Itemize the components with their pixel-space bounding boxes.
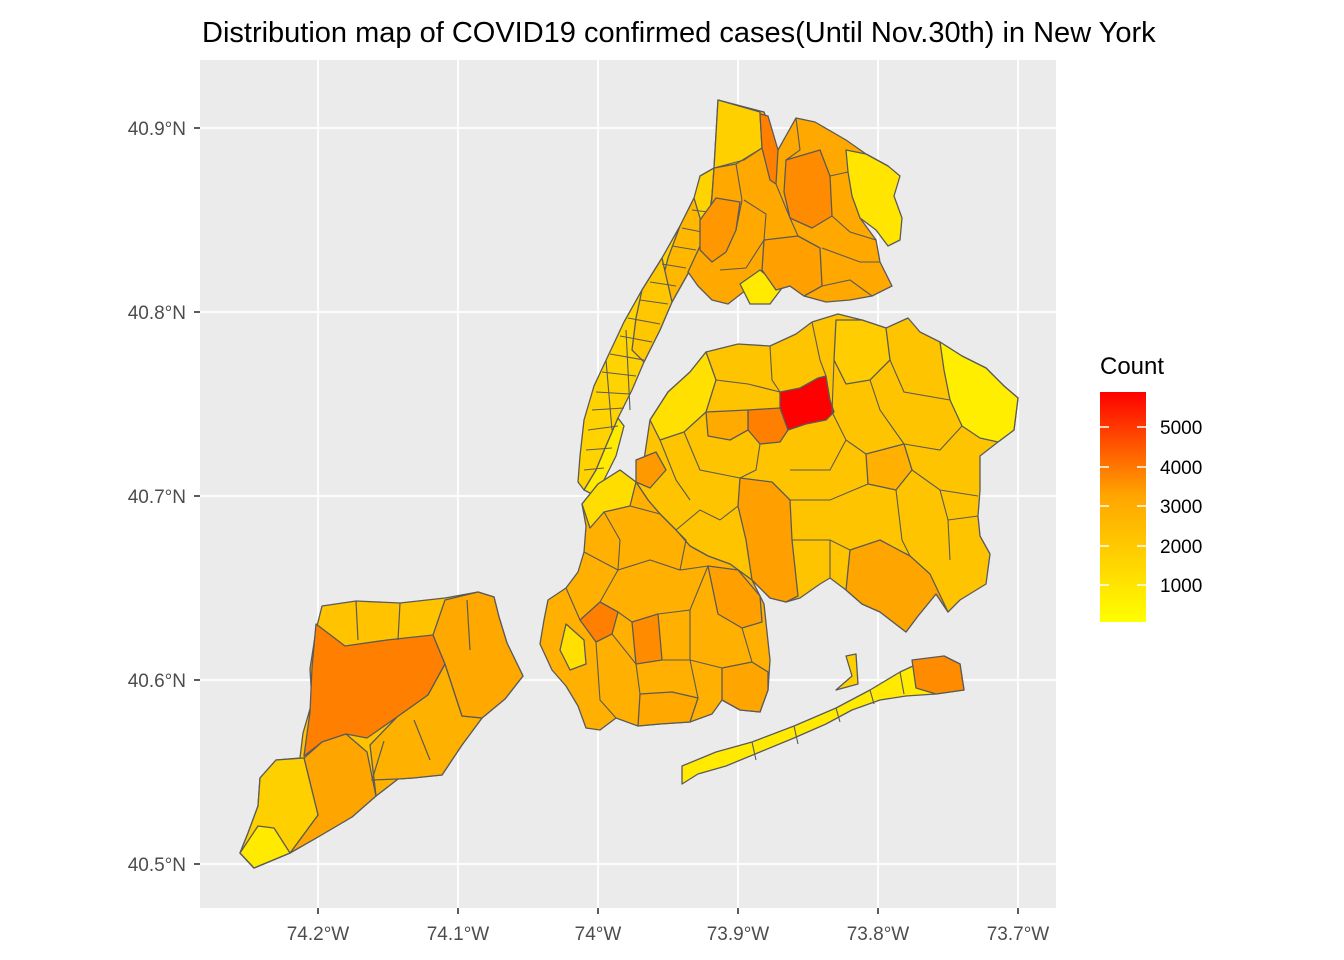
- brooklyn-zone: [721, 661, 769, 713]
- rockaway-zone: [835, 653, 859, 691]
- bronx-zone: [699, 197, 741, 263]
- y-tick-label: 40.6°N: [128, 671, 186, 692]
- bronx-zone: [713, 99, 763, 169]
- queens-zone: [737, 477, 799, 603]
- bronx: [687, 99, 903, 305]
- staten-island-zone: [239, 825, 291, 869]
- x-tick-label: 74.1°W: [427, 924, 490, 945]
- legend-title: Count: [1100, 353, 1164, 380]
- x-tick-label: 73.9°W: [707, 924, 770, 945]
- brooklyn-zone: [559, 623, 587, 671]
- manhattan: [577, 167, 715, 495]
- legend-colorbar: [1100, 392, 1146, 622]
- brooklyn-zone: [707, 565, 763, 629]
- bronx-zone: [761, 235, 823, 297]
- x-tick-label: 74.2°W: [287, 924, 350, 945]
- brooklyn-zone: [579, 601, 619, 643]
- queens-zone: [865, 443, 913, 491]
- queens: [635, 313, 1019, 633]
- bronx-zone: [783, 149, 833, 229]
- bronx-zone: [845, 149, 903, 247]
- axis-ticks: [194, 127, 1019, 914]
- brooklyn-zone: [635, 451, 667, 489]
- x-axis-labels: 74.2°W 74.1°W 74°W 73.9°W 73.8°W 73.7°W: [287, 924, 1050, 945]
- y-tick-label: 40.7°N: [128, 487, 186, 508]
- brooklyn: [539, 451, 771, 731]
- legend-label: 4000: [1160, 458, 1202, 479]
- staten-island: [239, 591, 524, 869]
- map-title: Distribution map of COVID19 confirmed ca…: [202, 17, 1156, 49]
- x-tick-label: 74°W: [575, 924, 622, 945]
- y-tick-label: 40.8°N: [128, 303, 186, 324]
- x-tick-label: 73.7°W: [987, 924, 1050, 945]
- y-tick-label: 40.9°N: [128, 119, 186, 140]
- legend: Count 5000 4000 3000 2000 1000: [1100, 353, 1202, 622]
- brooklyn-zone: [631, 613, 663, 665]
- legend-label: 3000: [1160, 497, 1202, 518]
- legend-label: 1000: [1160, 576, 1202, 597]
- brooklyn-zone: [581, 469, 637, 529]
- rockaways: [681, 653, 965, 785]
- bronx-zone: [739, 269, 783, 305]
- x-tick-label: 73.8°W: [847, 924, 910, 945]
- queens-zone: [939, 341, 1019, 443]
- brooklyn-zone: [637, 691, 699, 727]
- rockaway-zone: [911, 655, 965, 695]
- y-tick-label: 40.5°N: [128, 855, 186, 876]
- y-axis-labels: 40.9°N 40.8°N 40.7°N 40.6°N 40.5°N: [128, 119, 186, 876]
- staten-island-zone: [303, 623, 446, 757]
- queens-zone: [845, 539, 949, 633]
- queens-zone: [833, 319, 891, 385]
- legend-label: 5000: [1160, 418, 1202, 439]
- queens-zone: [705, 409, 749, 441]
- staten-island-zone: [432, 591, 524, 719]
- staten-island-zone: [369, 663, 483, 797]
- manhattan-zone: [659, 197, 707, 303]
- legend-label: 2000: [1160, 537, 1202, 558]
